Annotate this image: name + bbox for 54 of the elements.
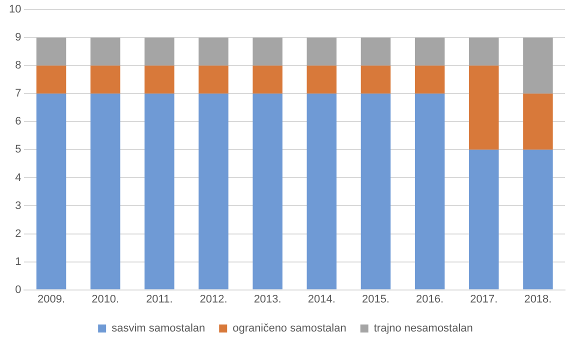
y-tick-label: 1 xyxy=(15,256,22,268)
legend-label: trajno nesamostalan xyxy=(374,322,473,335)
bar xyxy=(469,66,499,150)
bar xyxy=(414,66,445,94)
bar xyxy=(90,38,120,66)
y-tick-label: 7 xyxy=(15,88,22,100)
bar xyxy=(414,38,445,66)
legend-label: ograničeno samostalan xyxy=(232,322,346,335)
x-tick-label: 2013. xyxy=(254,293,282,306)
y-tick-label: 8 xyxy=(15,60,22,72)
y-tick-label: 4 xyxy=(15,172,22,184)
legend-label: sasvim samostalan xyxy=(112,322,206,335)
bar xyxy=(36,66,66,94)
bar xyxy=(469,150,499,290)
x-tick-label: 2018. xyxy=(524,293,552,306)
x-tick-label: 2012. xyxy=(200,293,228,306)
bar xyxy=(414,94,445,290)
x-tick-label: 2011. xyxy=(146,293,173,306)
bar xyxy=(523,38,553,94)
x-tick-label: 2014. xyxy=(308,293,336,306)
bar xyxy=(198,94,228,290)
bar xyxy=(306,94,337,290)
y-tick-label: 2 xyxy=(15,228,22,240)
bar xyxy=(252,38,282,66)
x-tick-label: 2016. xyxy=(416,293,444,306)
bar xyxy=(198,66,228,94)
x-tick-label: 2015. xyxy=(362,293,390,306)
bar xyxy=(360,38,391,66)
bar xyxy=(306,66,337,94)
y-tick-label: 9 xyxy=(15,32,22,44)
bar xyxy=(306,38,337,66)
y-tick-label: 10 xyxy=(8,4,22,16)
y-tick-label: 3 xyxy=(15,200,22,212)
x-tick-label: 2017. xyxy=(470,293,498,306)
bar xyxy=(36,38,66,66)
bar xyxy=(469,38,499,66)
y-tick-label: 6 xyxy=(15,116,22,128)
bar xyxy=(90,66,120,94)
bar xyxy=(198,38,228,66)
bar xyxy=(523,94,553,150)
bar xyxy=(360,94,391,290)
bar xyxy=(360,66,391,94)
bar xyxy=(144,94,174,290)
bar xyxy=(144,66,174,94)
bar xyxy=(36,94,66,290)
bar xyxy=(252,66,282,94)
bar xyxy=(90,94,120,290)
x-tick-label: 2009. xyxy=(38,293,66,306)
y-tick-label: 5 xyxy=(15,144,22,156)
bar xyxy=(523,150,553,290)
bar xyxy=(252,94,282,290)
x-tick-label: 2010. xyxy=(92,293,120,306)
y-tick-label: 0 xyxy=(15,284,22,296)
bar xyxy=(144,38,174,66)
